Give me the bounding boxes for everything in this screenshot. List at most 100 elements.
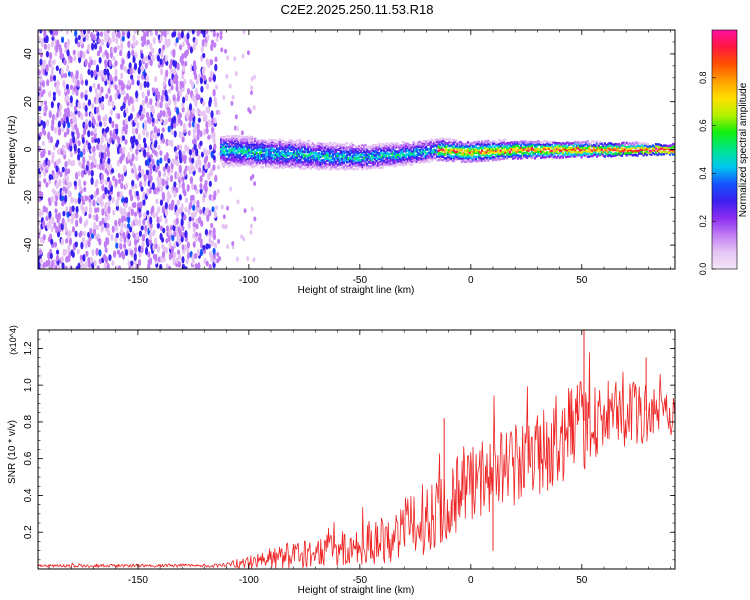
spectrogram-cell: [353, 152, 356, 156]
spectrogram-cell: [88, 213, 92, 219]
spectrogram-cell: [265, 165, 268, 168]
spectrogram-cell: [378, 154, 381, 158]
spectrogram-cell: [257, 157, 260, 160]
spectrogram-cell: [510, 141, 513, 144]
spectrogram-cell: [192, 221, 196, 228]
spectrogram-cell: [88, 206, 93, 215]
spectrogram-cell: [383, 153, 386, 157]
spectrogram-cell: [286, 153, 290, 157]
spectrogram-cell: [453, 142, 456, 146]
spectrogram-cell: [423, 146, 426, 149]
spectrogram-cell: [465, 154, 468, 158]
spectrogram-cell: [406, 153, 409, 157]
spectrogram-cell: [156, 159, 160, 167]
spectrogram-cell: [68, 191, 73, 198]
spectrogram-cell: [71, 125, 75, 133]
spectrogram-cell: [212, 227, 216, 236]
spectrogram-cell: [550, 149, 554, 152]
spectrogram-cell: [142, 137, 147, 144]
spectrogram-cell: [199, 238, 203, 245]
spectrogram-cell: [394, 149, 397, 153]
spectrogram-cell: [302, 144, 305, 147]
spectrogram-cell: [263, 144, 266, 147]
spectrogram-cell: [533, 144, 537, 147]
spectrogram-cell: [316, 156, 319, 160]
spectrogram-cell: [409, 156, 412, 159]
spectrogram-cell: [561, 145, 565, 148]
x-tick-label: 0: [468, 275, 474, 286]
spectrogram-cell: [305, 154, 308, 158]
spectrogram-cell: [96, 31, 100, 38]
spectrogram-cell: [159, 177, 163, 186]
spectrogram-cell: [448, 144, 451, 148]
spectrogram-cell: [288, 140, 291, 144]
spectrogram-cell: [470, 160, 473, 163]
spectrogram-cell: [175, 107, 180, 115]
spectrogram-cell: [191, 150, 196, 159]
spectrogram-cell: [311, 161, 314, 164]
spectrogram-cell: [425, 158, 428, 161]
spectrogram-cell: [38, 162, 42, 169]
spectrogram-cell: [325, 165, 328, 169]
spectrogram-cell: [566, 149, 569, 152]
spectrogram-cell: [471, 142, 474, 145]
spectrogram-cell: [460, 147, 464, 150]
spectrogram-cell: [339, 151, 342, 155]
spectrogram-cell: [380, 158, 383, 162]
spectrogram-cell: [574, 142, 577, 146]
spectrogram-cell: [533, 140, 537, 144]
spectrogram-cell: [210, 168, 214, 177]
spectrogram-cell: [308, 150, 311, 154]
spectrogram-cell: [148, 30, 152, 33]
spectrogram-cell: [197, 94, 201, 100]
spectrogram-cell: [247, 136, 251, 140]
spectrogram-cell: [574, 155, 577, 158]
spectrogram-cell: [362, 163, 366, 167]
spectrogram-cell: [189, 176, 194, 185]
spectrogram-cell: [338, 160, 341, 163]
colorbar-frame: [711, 29, 738, 270]
spectrogram-cell: [437, 149, 440, 153]
spectrogram-cell: [96, 265, 100, 269]
spectrogram-cell: [49, 74, 53, 83]
spectrogram-cell: [431, 149, 434, 152]
spectrogram-cell: [481, 153, 484, 156]
spectrogram-cell: [208, 144, 213, 150]
spectrogram-cell: [359, 153, 363, 157]
spectrogram-cell: [532, 153, 535, 156]
spectrogram-cell: [272, 160, 276, 163]
spectrogram-cell: [338, 147, 341, 151]
spectrogram-cell: [510, 153, 513, 156]
spectrogram-cell: [400, 152, 403, 155]
spectrogram-cell: [327, 143, 330, 146]
spectrogram-cell: [370, 158, 373, 162]
spectrogram-cell: [476, 156, 479, 159]
spectrogram-cell: [103, 73, 107, 82]
spectrogram-cell: [307, 139, 310, 143]
spectrogram-cell: [317, 144, 321, 148]
spectrogram-cell: [178, 131, 182, 139]
spectrogram-cell: [79, 216, 83, 224]
spectrogram-cell: [449, 148, 453, 152]
spectrogram-cell: [226, 205, 230, 211]
spectrogram-cell: [648, 146, 652, 150]
spectrogram-cell: [255, 151, 258, 155]
spectrogram-cell: [390, 157, 394, 160]
spectrogram-cell: [164, 247, 169, 254]
spectrogram-cell: [442, 143, 445, 146]
spectrogram-cell: [111, 260, 115, 267]
spectrogram-cell: [99, 157, 103, 164]
spectrogram-cell: [575, 150, 578, 154]
spectrogram-cell: [658, 143, 661, 146]
spectrogram-cell: [431, 157, 434, 160]
spectrogram-cell: [71, 226, 76, 233]
spectrogram-cell: [200, 151, 205, 158]
spectrogram-cell: [477, 154, 481, 157]
spectrogram-cell: [279, 157, 282, 161]
spectrogram-cell: [83, 180, 87, 186]
spectrogram-cell: [238, 161, 241, 164]
spectrogram-cell: [591, 149, 594, 152]
spectrogram-cell: [572, 153, 575, 156]
spectrogram-cell: [412, 149, 415, 153]
spectrogram-cell: [206, 214, 210, 222]
